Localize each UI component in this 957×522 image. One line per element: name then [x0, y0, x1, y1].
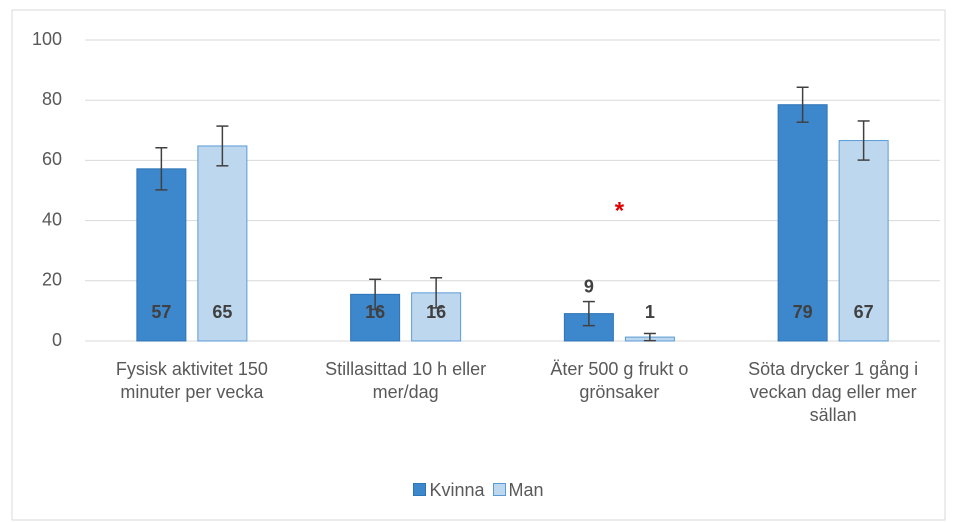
legend-label: Kvinna — [429, 480, 485, 500]
x-tick-label: Äter 500 g frukt o grönsaker — [550, 359, 689, 402]
legend: Kvinna Man — [0, 480, 957, 501]
legend-swatch — [492, 483, 506, 496]
legend-label: Man — [508, 480, 544, 500]
y-tick-label: 20 — [42, 270, 62, 290]
x-tick-label: Stillasittad 10 h eller mer/dag — [325, 359, 487, 402]
annotation: * — [615, 197, 625, 224]
data-label: 1 — [645, 302, 655, 322]
x-tick-label: Fysisk aktivitet 150 minuter per vecka — [115, 359, 268, 402]
chart-border — [11, 9, 946, 521]
data-label: 79 — [793, 302, 813, 322]
y-tick-label: 40 — [42, 209, 62, 229]
legend-swatch — [413, 483, 427, 496]
data-label: 65 — [212, 302, 232, 322]
x-tick-label: Söta drycker 1 gång i veckan dag eller m… — [748, 359, 919, 425]
data-label: 16 — [426, 302, 446, 322]
bar — [838, 140, 889, 342]
data-label: 67 — [854, 302, 874, 322]
bar — [777, 104, 828, 342]
y-tick-label: 100 — [32, 29, 62, 49]
y-tick-label: 80 — [42, 89, 62, 109]
data-label: 57 — [151, 302, 171, 322]
y-tick-label: 60 — [42, 149, 62, 169]
bar — [197, 145, 248, 342]
data-label: 16 — [365, 302, 385, 322]
legend-item: Kvinna — [413, 480, 485, 501]
y-tick-label: 0 — [52, 330, 62, 350]
legend-item: Man — [492, 480, 544, 501]
data-label: 9 — [584, 276, 594, 296]
